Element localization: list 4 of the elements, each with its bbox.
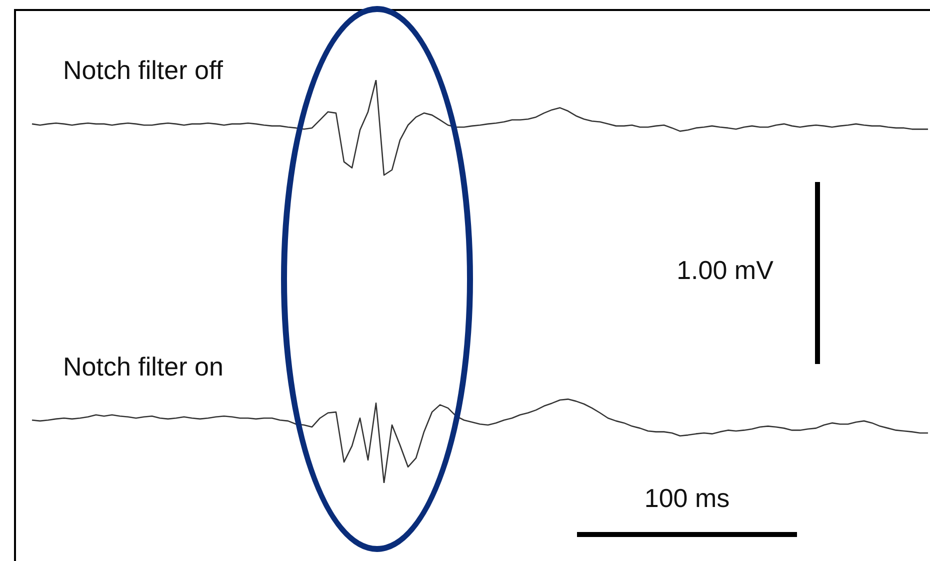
series-label: Notch filter off: [63, 55, 224, 86]
text: 100 ms: [644, 483, 730, 514]
annotation: 1.00 mV: [676, 255, 774, 286]
series-label: Notch filter on: [63, 351, 224, 382]
